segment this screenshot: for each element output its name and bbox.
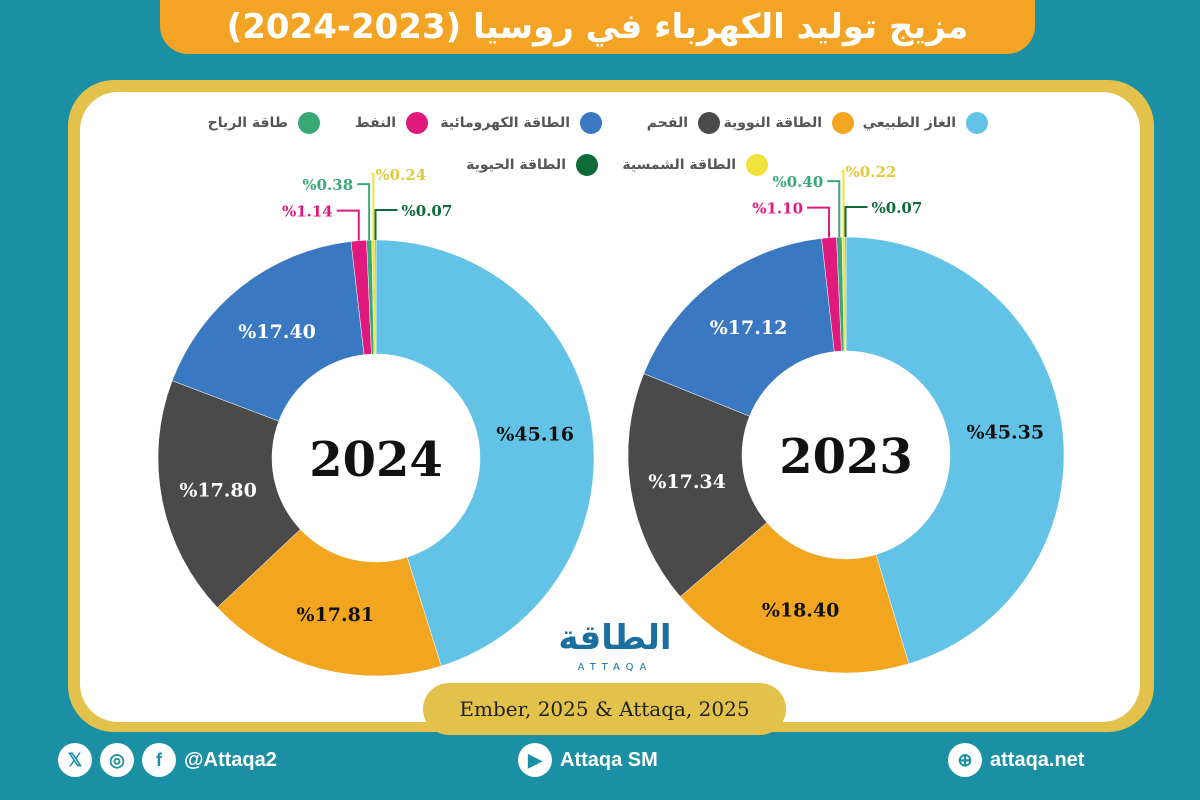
callout-line-2024-4 bbox=[336, 209, 360, 241]
donut-slice-2024-1 bbox=[217, 528, 442, 677]
donut-slice-2023-2 bbox=[627, 373, 768, 597]
page-title: مزيج توليد الكهرباء في روسيا (2023-2024) bbox=[226, 7, 969, 47]
callout-line-2024-5 bbox=[357, 183, 371, 241]
footer: 𝕏 ◎ f @Attaqa2 ▶ Attaqa SM ⊕ attaqa.net bbox=[0, 735, 1200, 800]
donut-slice-2023-1 bbox=[679, 522, 910, 674]
footer-youtube: ▶ Attaqa SM bbox=[518, 743, 658, 777]
callout-label-2023-7: %0.07 bbox=[872, 199, 923, 217]
callout-label-2024-7: %0.07 bbox=[402, 202, 453, 220]
donut-slice-2024-2 bbox=[157, 380, 301, 608]
slice-label-2023-1: %18.40 bbox=[762, 599, 840, 621]
instagram-icon[interactable]: ◎ bbox=[100, 743, 134, 777]
callout-line-2023-6 bbox=[841, 170, 845, 238]
slice-label-2024-0: %45.16 bbox=[496, 424, 574, 446]
slice-label-2023-3: %17.12 bbox=[710, 317, 788, 339]
slice-label-2024-2: %17.80 bbox=[179, 479, 257, 501]
donut-2024: %45.16 %17.81 %17.80 %17.40 %1.14 %0.38 %0.24%… bbox=[157, 166, 595, 677]
slice-label-2023-0: %45.35 bbox=[967, 422, 1045, 444]
callout-line-2024-7 bbox=[374, 209, 398, 241]
callout-label-2024-6: %0.24 bbox=[375, 166, 426, 184]
slice-label-2024-3: %17.40 bbox=[238, 321, 316, 343]
attaqa-logo: الطاقة ATTAQA bbox=[540, 618, 690, 678]
callout-line-2023-5 bbox=[827, 180, 841, 238]
slice-label-2023-2: %17.34 bbox=[648, 471, 726, 493]
website-link[interactable]: attaqa.net bbox=[990, 748, 1085, 771]
callout-line-2023-4 bbox=[807, 206, 831, 238]
donut-slice-2024-7 bbox=[374, 239, 377, 355]
center-year-2024: 2024 bbox=[309, 432, 443, 488]
callout-line-2024-6 bbox=[371, 173, 375, 241]
youtube-icon[interactable]: ▶ bbox=[518, 743, 552, 777]
callout-label-2023-4: %1.10 bbox=[752, 200, 803, 218]
donut-2023: %45.35 %18.40 %17.34 %17.12 %1.10 %0.40 %0.22%… bbox=[627, 163, 1065, 674]
callout-label-2023-6: %0.22 bbox=[846, 163, 897, 181]
globe-icon[interactable]: ⊕ bbox=[948, 743, 982, 777]
center-year-2023: 2023 bbox=[779, 429, 913, 485]
callout-label-2024-4: %1.14 bbox=[282, 203, 333, 221]
source-text: Ember, 2025 & Attaqa, 2025 bbox=[459, 697, 750, 721]
donut-slice-2023-7 bbox=[844, 236, 847, 352]
slice-label-2024-1: %17.81 bbox=[297, 604, 375, 626]
logo-arabic-text: الطاقة bbox=[558, 618, 672, 658]
callout-label-2024-5: %0.38 bbox=[302, 176, 353, 194]
source-pill: Ember, 2025 & Attaqa, 2025 bbox=[423, 683, 786, 735]
x-icon[interactable]: 𝕏 bbox=[58, 743, 92, 777]
title-banner: مزيج توليد الكهرباء في روسيا (2023-2024) bbox=[160, 0, 1035, 54]
callout-label-2023-5: %0.40 bbox=[772, 173, 823, 191]
logo-english-text: ATTAQA bbox=[577, 662, 653, 673]
callout-line-2023-7 bbox=[844, 206, 868, 238]
donut-slice-2023-3 bbox=[643, 238, 835, 417]
footer-website: ⊕ attaqa.net bbox=[948, 743, 1084, 777]
facebook-icon[interactable]: f bbox=[142, 743, 176, 777]
footer-social: 𝕏 ◎ f @Attaqa2 bbox=[58, 743, 277, 777]
youtube-channel[interactable]: Attaqa SM bbox=[560, 748, 658, 771]
donut-slice-2024-3 bbox=[171, 241, 365, 422]
social-handle[interactable]: @Attaqa2 bbox=[184, 748, 277, 771]
